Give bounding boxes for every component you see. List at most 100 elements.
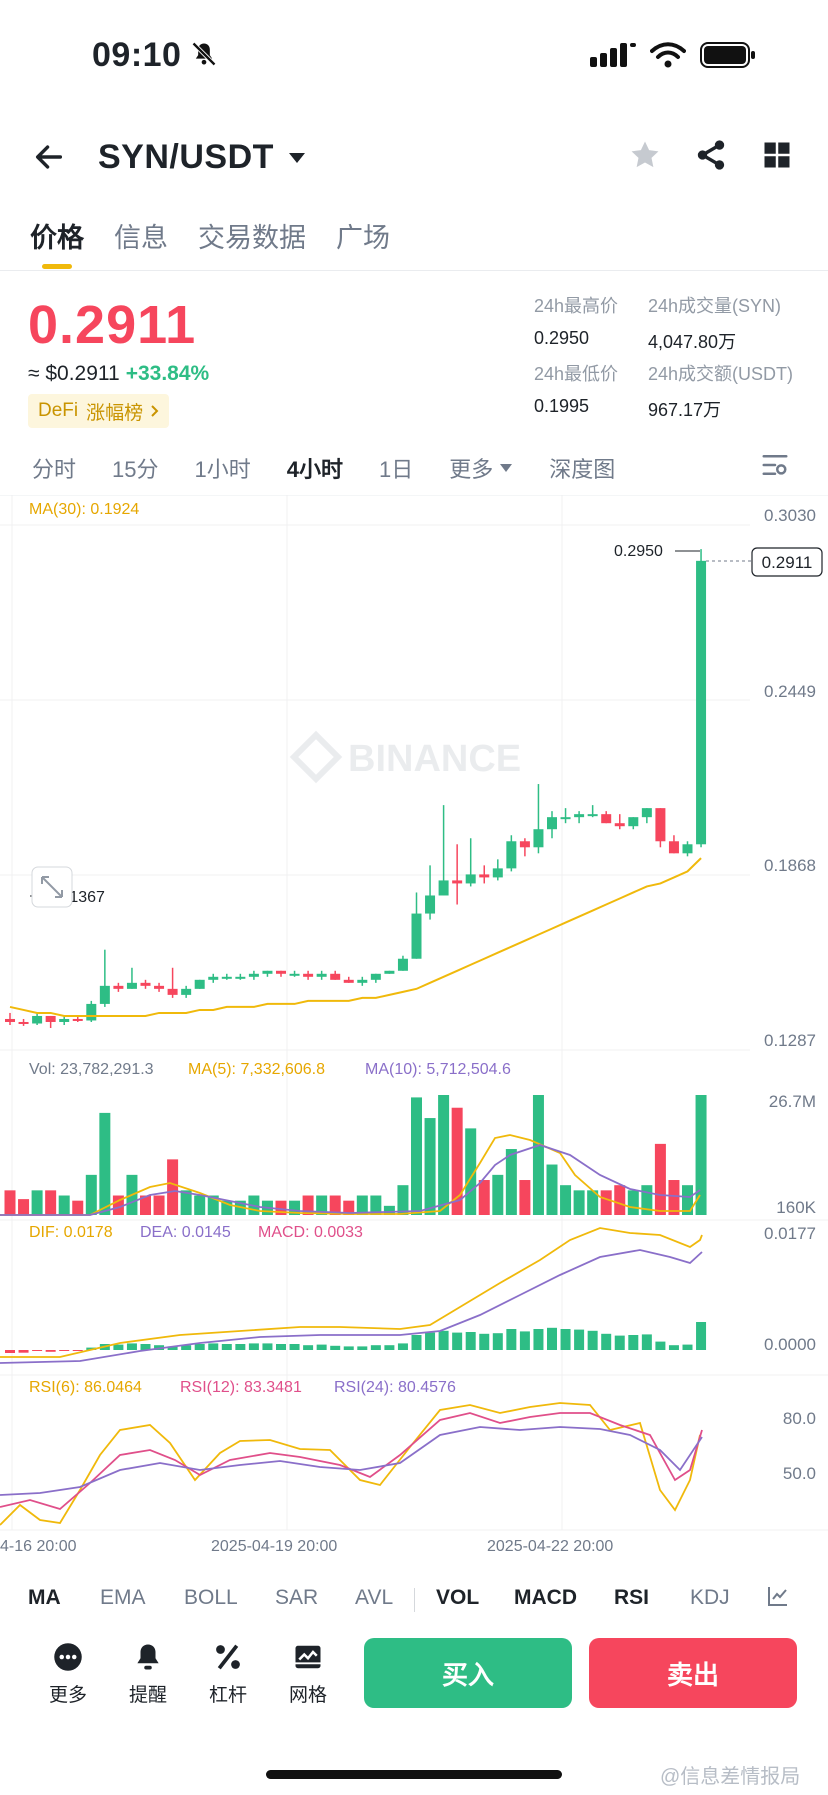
candle-body: [221, 976, 232, 979]
macd-bar: [560, 1329, 571, 1350]
grid-trading-label: 网格: [288, 1685, 327, 1706]
tab-price[interactable]: 价格: [30, 216, 84, 269]
pair-title[interactable]: SYN/USDT: [98, 138, 274, 176]
rsi6-label: RSI(6): 86.0464: [29, 1379, 142, 1396]
indicator-avl[interactable]: AVL: [355, 1586, 394, 1609]
chart-settings-icon[interactable]: [760, 450, 790, 480]
indicator-vol[interactable]: VOL: [436, 1586, 480, 1609]
volume-bar: [58, 1195, 70, 1215]
volume-bar: [627, 1190, 639, 1215]
indicator-sar[interactable]: SAR: [275, 1586, 319, 1609]
candle-body: [276, 970, 286, 974]
high-marker: 0.2950: [614, 543, 663, 560]
stat-low-label: 24h最低价: [534, 364, 619, 384]
leverage-label: 杠杆: [208, 1685, 247, 1706]
candle-body: [357, 979, 368, 983]
interval-selector: 分时 15分 1小时 4小时 1日 更多 深度图: [32, 452, 651, 484]
price-axis: 0.3030 0.2449 0.1868 0.1287: [764, 506, 816, 1050]
buy-button[interactable]: 买入: [364, 1638, 572, 1708]
candle-body: [303, 973, 314, 977]
interval-line[interactable]: 分时: [32, 457, 77, 482]
rsi24-line: [0, 1426, 703, 1496]
indicator-separator: [414, 1588, 415, 1612]
chart-canvas[interactable]: BINANCE MA(30): 0.1924 0.3030 0.2449 0.1…: [0, 495, 828, 1565]
volume-bar: [275, 1200, 287, 1215]
macd-axis-tick: 0.0000: [764, 1335, 816, 1354]
grid-trading-button[interactable]: 网格: [278, 1642, 338, 1707]
candle-body: [533, 829, 544, 848]
candle-body: [330, 973, 341, 980]
macd-bar: [194, 1344, 205, 1350]
candle-body: [479, 874, 490, 878]
favorite-star-icon[interactable]: [628, 138, 662, 172]
tab-info[interactable]: 信息: [114, 223, 168, 253]
macd-bar: [452, 1332, 463, 1350]
candle-body: [99, 985, 110, 1004]
tag-category: DeFi: [38, 400, 79, 421]
macd-bar: [506, 1329, 517, 1350]
tabs-divider: [0, 270, 828, 271]
back-arrow-icon[interactable]: [32, 140, 66, 174]
macd-bar: [5, 1350, 15, 1353]
macd-label: MACD: 0.0033: [258, 1224, 363, 1241]
stat-vol-quote: 24h成交额(USDT) 967.17万: [648, 360, 793, 422]
interval-15m[interactable]: 15分: [112, 457, 159, 482]
volume-bar: [682, 1185, 693, 1215]
volume-bar: [221, 1200, 233, 1215]
candle-body: [506, 841, 517, 869]
indicator-kdj[interactable]: KDJ: [690, 1586, 730, 1609]
interval-depth[interactable]: 深度图: [549, 457, 616, 482]
kline-chart[interactable]: BINANCE MA(30): 0.1924 0.3030 0.2449 0.1…: [0, 495, 828, 1565]
indicator-macd[interactable]: MACD: [514, 1586, 577, 1609]
indicator-ema[interactable]: EMA: [100, 1586, 146, 1609]
candle-body: [59, 1018, 70, 1022]
ma30-label: MA(30): 0.1924: [29, 501, 139, 518]
candle-body: [248, 973, 259, 977]
macd-bar: [343, 1346, 354, 1350]
bell-icon: [137, 1644, 159, 1670]
interval-1d[interactable]: 1日: [379, 457, 414, 482]
status-bar: 09:10: [0, 0, 828, 110]
dif-label: DIF: 0.0178: [29, 1224, 113, 1241]
interval-more[interactable]: 更多: [449, 452, 513, 484]
alert-button[interactable]: 提醒: [118, 1642, 178, 1707]
home-indicator[interactable]: [266, 1770, 562, 1779]
caret-down-icon[interactable]: [288, 152, 306, 164]
leverage-button[interactable]: 杠杆: [198, 1642, 258, 1707]
date-tick: 2025-04-22 20:00: [487, 1538, 613, 1555]
candle-body: [72, 1018, 83, 1021]
dea-label: DEA: 0.0145: [140, 1224, 231, 1241]
macd-bar: [519, 1331, 530, 1350]
volume-bar: [587, 1190, 599, 1215]
more-button[interactable]: 更多: [38, 1642, 98, 1707]
volume-bar: [383, 1205, 395, 1215]
rsi-axis-tick: 80.0: [783, 1409, 816, 1428]
volume-bar: [31, 1190, 43, 1215]
volume-bar: [465, 1128, 477, 1215]
tab-trading-data[interactable]: 交易数据: [198, 223, 306, 253]
candle-body: [18, 1021, 29, 1024]
grid-menu-icon[interactable]: [762, 140, 792, 170]
candles-layer: [5, 549, 707, 1029]
stat-high: 24h最高价 0.2950: [534, 292, 618, 349]
macd-bar: [126, 1343, 137, 1350]
price-usd-row: ≈ $0.2911 +33.84%: [28, 362, 209, 386]
indicator-ma[interactable]: MA: [28, 1586, 61, 1609]
macd-bar: [696, 1322, 707, 1350]
interval-1h[interactable]: 1小时: [194, 457, 251, 482]
tab-square[interactable]: 广场: [336, 223, 390, 253]
interval-4h[interactable]: 4小时: [286, 457, 343, 482]
share-icon[interactable]: [694, 138, 728, 172]
category-tag[interactable]: DeFi 涨幅榜: [28, 394, 170, 428]
source-watermark: @信息差情报局: [660, 1766, 801, 1788]
volume-bar: [654, 1143, 666, 1215]
macd-bar: [533, 1329, 544, 1350]
volume-bar: [370, 1195, 382, 1215]
candle-body: [316, 973, 327, 977]
sell-button[interactable]: 卖出: [589, 1638, 797, 1708]
indicator-rsi[interactable]: RSI: [614, 1586, 650, 1609]
indicator-boll[interactable]: BOLL: [184, 1586, 238, 1609]
macd-bar: [113, 1344, 124, 1350]
volume-bar: [167, 1159, 179, 1215]
indicator-chart-icon[interactable]: [766, 1584, 790, 1608]
